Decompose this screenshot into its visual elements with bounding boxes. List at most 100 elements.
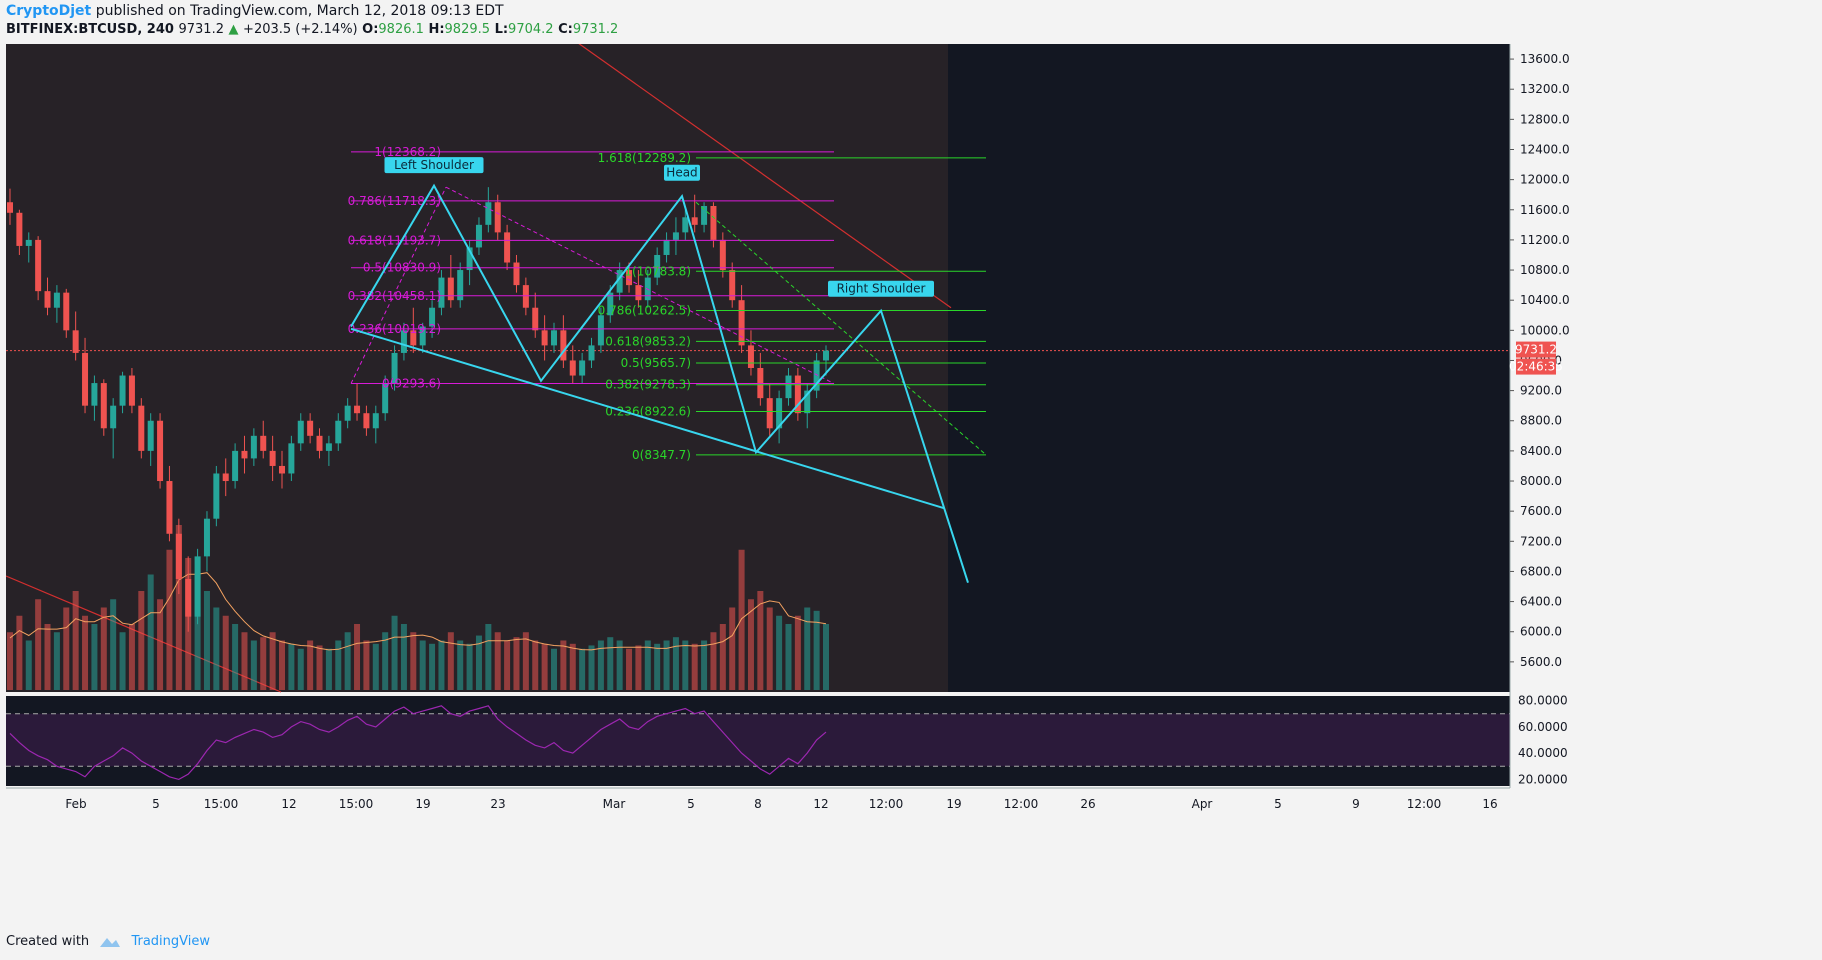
x-tick-label: Feb (65, 797, 86, 811)
candle-body (25, 239, 32, 246)
candle-body (288, 443, 295, 474)
fib-right-label: 0(8347.7) (632, 448, 691, 462)
y-tick-label: 13600.0 (1520, 52, 1570, 66)
volume-bar (138, 591, 145, 690)
chart-area[interactable]: 13600.0 13200.0 12800.0 12400.0 12000.0 11600… (6, 44, 1822, 914)
rsi-tick-label: 80.0000 (1518, 694, 1568, 708)
candle-body (232, 450, 239, 482)
candle-body (382, 383, 389, 414)
footer: Created with TradingView (6, 934, 210, 949)
volume-bar (335, 640, 342, 690)
candle-body (307, 420, 314, 436)
volume-bar (325, 648, 332, 690)
candle-body (747, 345, 754, 368)
volume-bar (354, 624, 361, 690)
volume-bar (400, 624, 407, 690)
volume-bar (241, 632, 248, 690)
candle-body (654, 254, 661, 278)
volume-bar (579, 648, 586, 690)
candle-body (663, 239, 670, 255)
volume-bar (222, 615, 229, 690)
low-value: 9704.2 (508, 22, 554, 37)
fib-right-diagonal (695, 201, 987, 456)
fib-left-label: 0.236(10019.2) (348, 322, 441, 336)
x-tick-label: 5 (152, 797, 160, 811)
candle-body (260, 435, 267, 451)
fib-right-label: 0.5(9565.7) (621, 356, 691, 370)
candle-body (110, 405, 117, 429)
y-tick-label: 6800.0 (1520, 564, 1562, 578)
x-tick-label: 12 (813, 797, 828, 811)
fib-right-label: 0.236(8922.6) (605, 405, 691, 419)
x-tick-label: 12:00 (869, 797, 904, 811)
candle-body (541, 330, 548, 346)
candle-body (447, 277, 454, 301)
y-tick-label: 12000.0 (1520, 173, 1570, 187)
y-tick-label: 5600.0 (1520, 655, 1562, 669)
candle-body (494, 202, 501, 233)
price-chart[interactable]: 13600.0 13200.0 12800.0 12400.0 12000.0 11600… (6, 44, 1822, 914)
candle-body (316, 435, 323, 451)
time-axis (6, 788, 1510, 818)
volume-bar (297, 648, 304, 690)
candle-body (100, 383, 107, 429)
candle-body (391, 352, 398, 384)
volume-bar (307, 640, 314, 690)
candle-body (551, 330, 557, 346)
rsi-tick-label: 40.0000 (1518, 746, 1568, 760)
annotation-label: Head (666, 166, 697, 180)
symbol-label[interactable]: BITFINEX:BTCUSD, 240 (6, 22, 174, 37)
candle-body (522, 285, 529, 308)
fib-right-label: 0.382(9278.3) (605, 378, 691, 392)
volume-bar (53, 632, 60, 690)
volume-bar (344, 632, 351, 690)
volume-bar (644, 640, 651, 690)
y-tick-label: 8800.0 (1520, 414, 1562, 428)
candle-body (63, 292, 70, 331)
volume-bar (813, 610, 820, 690)
volume-bar (691, 643, 698, 690)
volume-bar (522, 632, 529, 690)
volume-bar (823, 624, 829, 690)
annotation-box (664, 164, 700, 181)
volume-bar (804, 607, 811, 690)
tradingview-link[interactable]: TradingView (131, 934, 210, 949)
volume-bar (747, 599, 754, 690)
volume-bar (457, 640, 464, 690)
volume-bar (532, 640, 539, 690)
candle-body (410, 330, 417, 346)
y-tick-label: 13200.0 (1520, 82, 1570, 96)
author-link[interactable]: CryptoDjet (6, 3, 92, 19)
volume-bar (494, 632, 501, 690)
candle-body (44, 291, 51, 308)
candle-body (119, 375, 126, 406)
annotation-label: Right Shoulder (837, 282, 926, 296)
volume-bar (194, 574, 201, 690)
candle-body (335, 420, 342, 444)
candle-body (532, 307, 539, 331)
candle-body (213, 473, 220, 519)
volume-bar (447, 632, 454, 690)
volume-bar (110, 599, 117, 690)
y-tick-label: 10400.0 (1520, 293, 1570, 307)
candle-body (616, 270, 623, 293)
volume-bar (100, 607, 107, 690)
candle-body (475, 224, 482, 248)
fib-left-label: 0.5(10830.9) (363, 261, 441, 275)
candle-body (766, 398, 773, 429)
volume-bar (35, 599, 42, 690)
candle-body (72, 330, 79, 353)
volume-bar (738, 549, 745, 690)
volume-bar (279, 640, 285, 690)
candle-body (128, 375, 135, 406)
volume-bar (560, 640, 567, 690)
candle-body (569, 360, 576, 376)
candle-body (719, 239, 726, 271)
x-tick-label: 5 (1274, 797, 1282, 811)
candle-body (325, 443, 332, 451)
candle-body (222, 473, 229, 482)
volume-bar (719, 624, 726, 690)
volume-bar (72, 591, 79, 690)
volume-bar (419, 640, 426, 690)
volume-bar (25, 640, 32, 690)
